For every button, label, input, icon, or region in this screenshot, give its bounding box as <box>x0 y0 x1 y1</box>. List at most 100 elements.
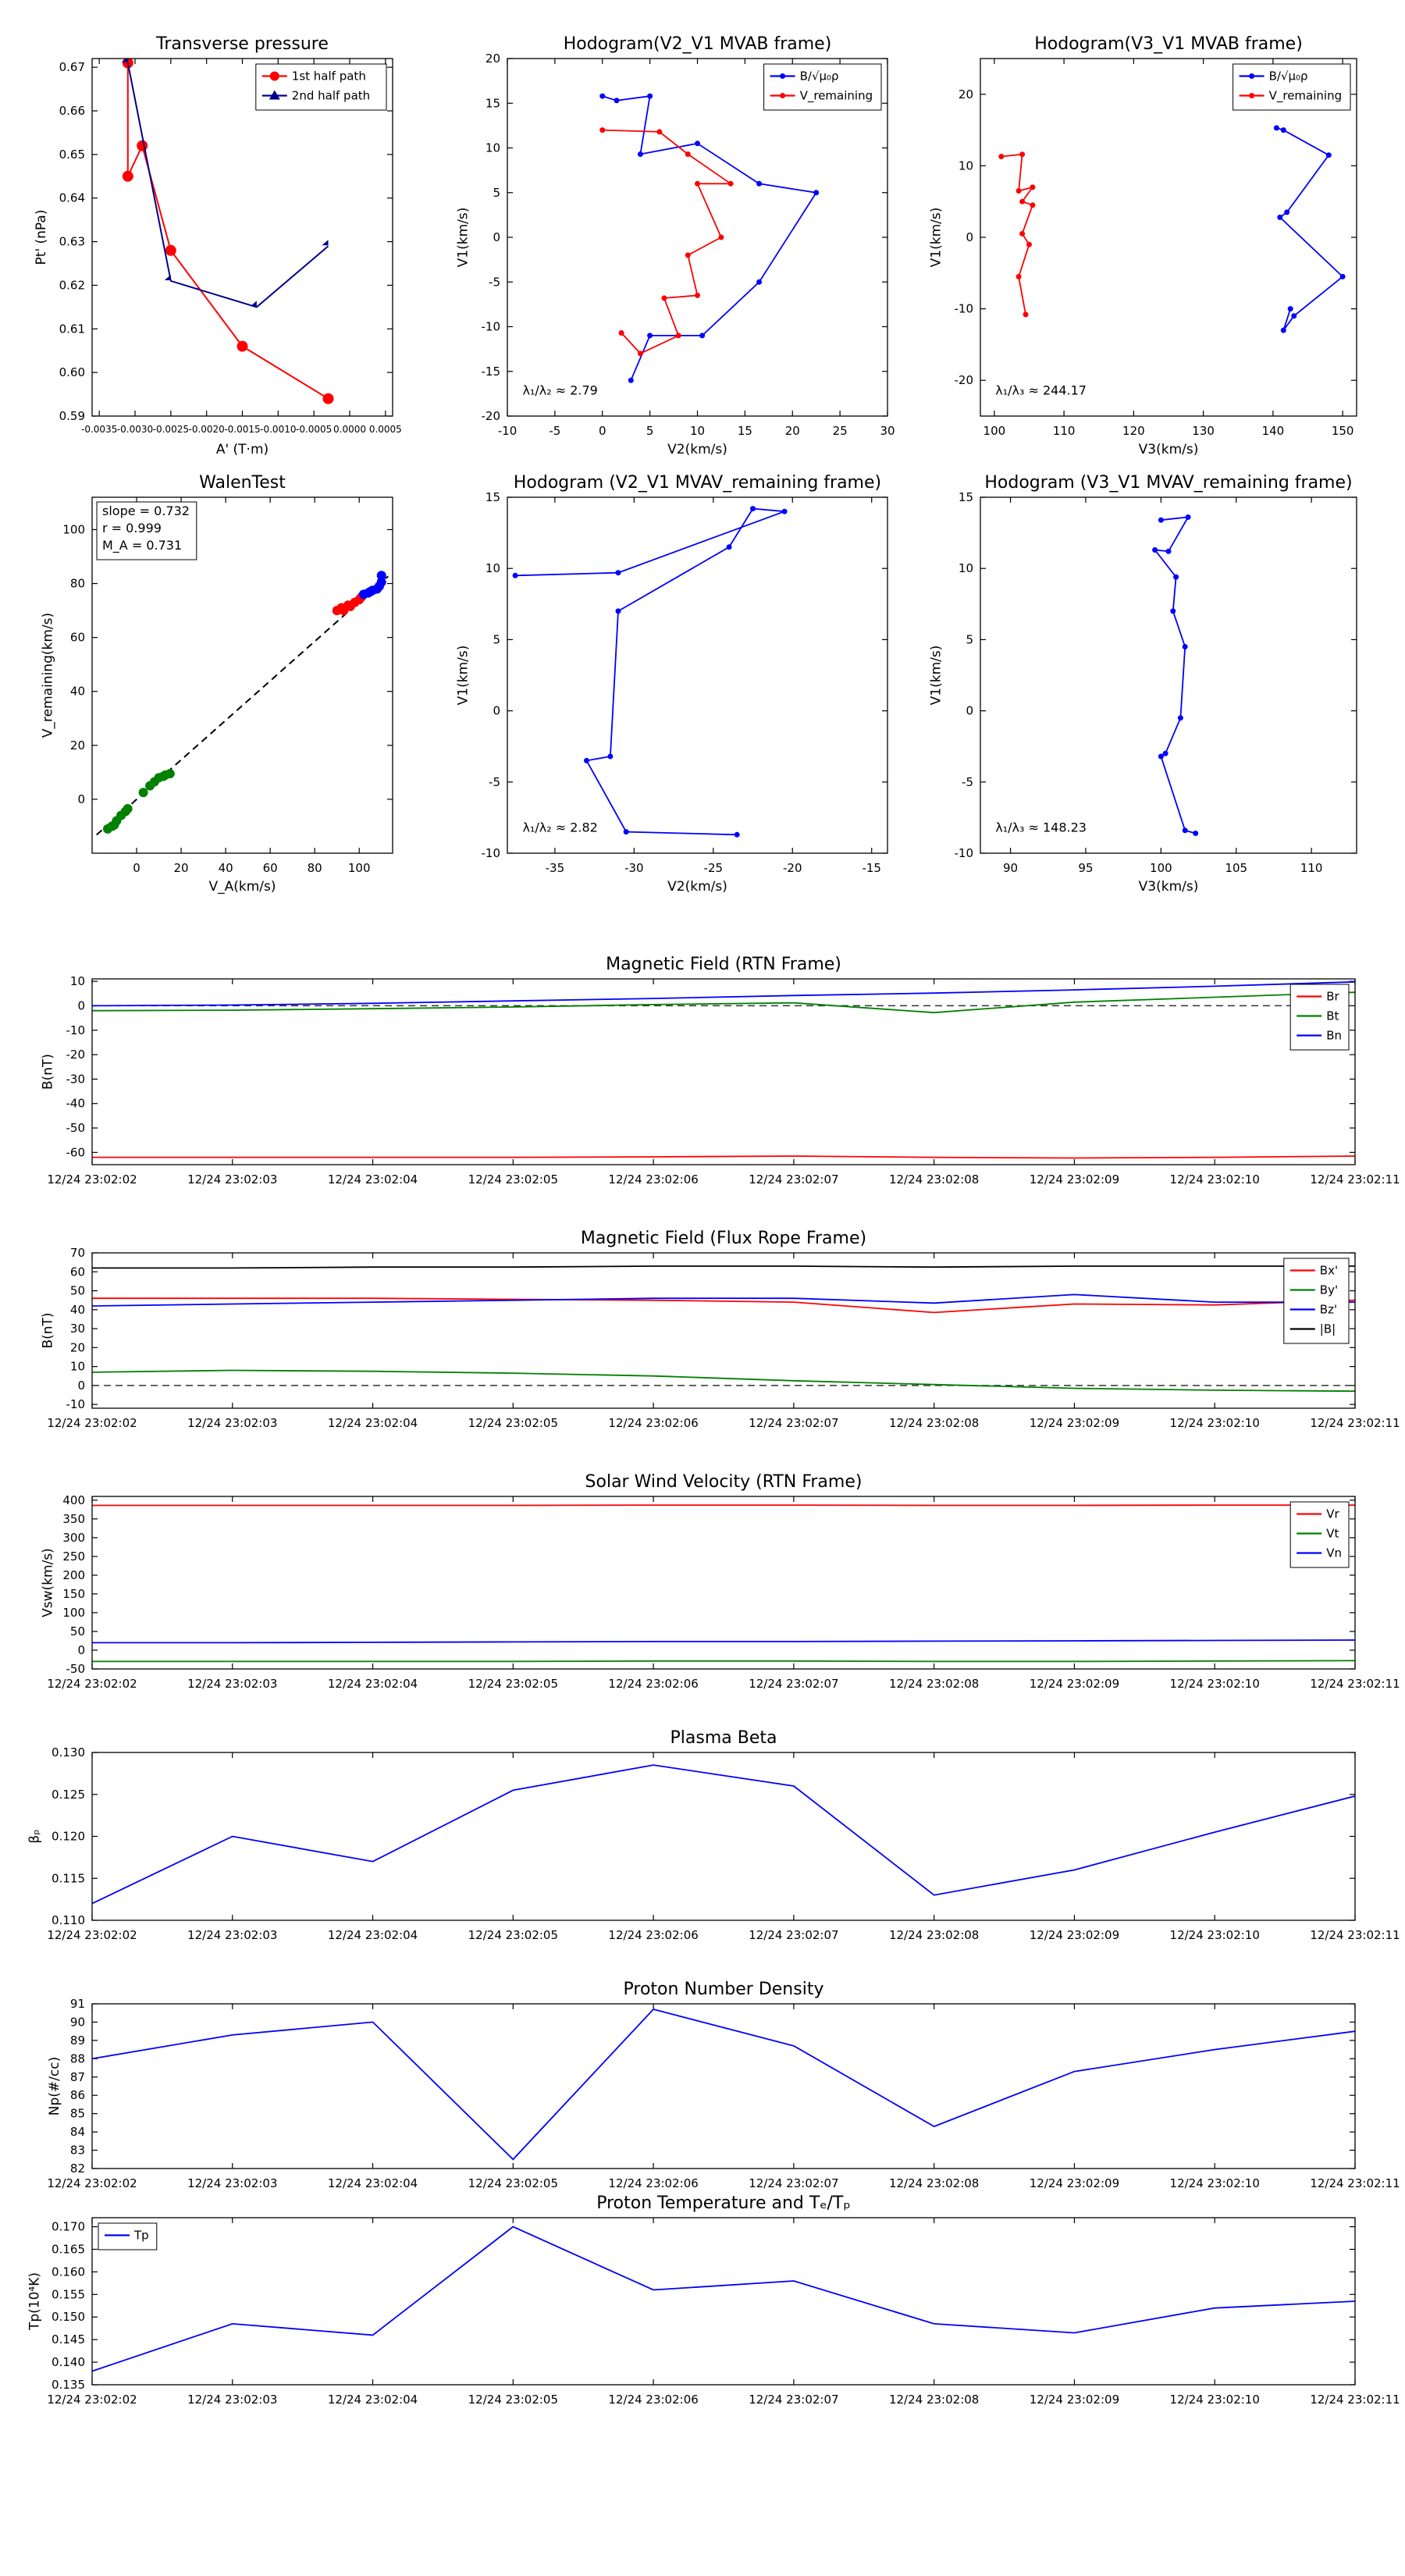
svg-text:30: 30 <box>880 424 895 438</box>
panel-transverse-pressure: -0.0035 -0.0030 -0.0025 -0.0020 -0.0015 -0.00… <box>34 34 402 457</box>
svg-text:0.145: 0.145 <box>52 2332 85 2347</box>
svg-text:V_remaining(km/s): V_remaining(km/s) <box>41 613 56 738</box>
panel-hodogram-v2v1-mvav: -35 -30 -25 -20 -15 -10 -5 0 5 10 15 λ₁/λ₂ ≈ 2.82 V2… <box>456 473 888 895</box>
svg-text:-20: -20 <box>955 373 974 387</box>
svg-text:12/24 23:02:07: 12/24 23:02:07 <box>749 2176 838 2190</box>
svg-text:12/24 23:02:02: 12/24 23:02:02 <box>47 1928 137 1942</box>
svg-text:-15: -15 <box>482 365 501 379</box>
svg-text:0.0005: 0.0005 <box>369 424 402 435</box>
svg-text:12/24 23:02:05: 12/24 23:02:05 <box>468 2393 558 2407</box>
svg-text:-50: -50 <box>66 1662 86 1676</box>
svg-text:-10: -10 <box>482 320 501 334</box>
svg-text:12/24 23:02:06: 12/24 23:02:06 <box>608 1172 698 1187</box>
svg-text:M_A = 0.731: M_A = 0.731 <box>102 538 182 553</box>
svg-text:86: 86 <box>70 2088 85 2102</box>
svg-text:60: 60 <box>263 861 278 875</box>
svg-text:-5: -5 <box>549 424 560 438</box>
svg-text:12/24 23:02:09: 12/24 23:02:09 <box>1030 1677 1119 1691</box>
panel-proton-density: 12/24 23:02:02 12/24 23:02:03 12/24 23:02:… <box>47 1980 1400 2190</box>
svg-text:2nd half path: 2nd half path <box>292 89 370 103</box>
svg-text:V3(km/s): V3(km/s) <box>1139 442 1199 457</box>
svg-text:V1(km/s): V1(km/s) <box>456 646 471 706</box>
svg-text:12/24 23:02:07: 12/24 23:02:07 <box>749 1928 838 1942</box>
svg-text:Hodogram (V2_V1 MVAV_remaining: Hodogram (V2_V1 MVAV_remaining frame) <box>514 473 881 493</box>
svg-text:-10: -10 <box>498 424 518 438</box>
svg-text:12/24 23:02:03: 12/24 23:02:03 <box>187 1172 277 1187</box>
svg-text:83: 83 <box>70 2144 85 2158</box>
svg-text:10: 10 <box>959 561 973 575</box>
svg-text:200: 200 <box>62 1568 85 1582</box>
svg-text:12/24 23:02:07: 12/24 23:02:07 <box>749 1677 838 1691</box>
svg-text:V3(km/s): V3(km/s) <box>1139 879 1199 895</box>
svg-text:85: 85 <box>70 2107 85 2121</box>
svg-text:15: 15 <box>738 424 752 438</box>
svg-text:0.125: 0.125 <box>52 1788 85 1802</box>
svg-text:0.110: 0.110 <box>52 1913 85 1927</box>
svg-text:50: 50 <box>70 1624 85 1638</box>
svg-text:0.62: 0.62 <box>59 278 85 292</box>
svg-text:91: 91 <box>70 1997 85 2011</box>
svg-text:0: 0 <box>966 704 973 718</box>
svg-text:95: 95 <box>1078 861 1093 875</box>
svg-text:12/24 23:02:07: 12/24 23:02:07 <box>749 1172 838 1187</box>
svg-text:V1(km/s): V1(km/s) <box>929 208 944 268</box>
svg-text:0.63: 0.63 <box>59 235 85 249</box>
svg-text:88: 88 <box>70 2051 85 2065</box>
svg-text:Bx': Bx' <box>1320 1264 1338 1278</box>
svg-text:-10: -10 <box>66 1397 86 1411</box>
svg-text:60: 60 <box>70 1265 85 1279</box>
svg-text:Hodogram(V2_V1 MVAB frame): Hodogram(V2_V1 MVAB frame) <box>564 34 832 54</box>
svg-text:0: 0 <box>493 704 500 718</box>
svg-text:-10: -10 <box>955 302 974 316</box>
svg-text:20: 20 <box>70 1340 85 1354</box>
svg-text:-0.0020: -0.0020 <box>189 424 225 435</box>
svg-text:12/24 23:02:10: 12/24 23:02:10 <box>1170 1928 1260 1942</box>
svg-text:50: 50 <box>70 1284 85 1298</box>
svg-text:0: 0 <box>77 792 85 806</box>
panel-hodogram-v3v1-mvav: 90 95 100 105 110 -10 -5 0 5 10 15 λ₁/λ₃ ≈ 148.23 V3… <box>929 473 1357 895</box>
svg-text:12/24 23:02:02: 12/24 23:02:02 <box>47 2393 137 2407</box>
svg-text:20: 20 <box>174 861 189 875</box>
svg-text:Magnetic Field (RTN Frame): Magnetic Field (RTN Frame) <box>606 955 841 974</box>
svg-text:12/24 23:02:02: 12/24 23:02:02 <box>47 1172 137 1187</box>
svg-text:12/24 23:02:03: 12/24 23:02:03 <box>187 1677 277 1691</box>
svg-text:12/24 23:02:03: 12/24 23:02:03 <box>187 1928 277 1942</box>
svg-text:-60: -60 <box>66 1145 86 1159</box>
panel-walen-test: 0 20 40 60 80 100 0 20 40 60 80 100 slope = 0.732 r =… <box>41 473 393 895</box>
panel-magnetic-field-rtn: 12/24 23:02:02 12/24 23:02:03 12/24 23:02:… <box>41 955 1400 1187</box>
svg-text:130: 130 <box>1192 424 1215 438</box>
svg-text:V2(km/s): V2(km/s) <box>667 442 727 457</box>
svg-text:-5: -5 <box>962 775 973 789</box>
svg-text:-0.0035: -0.0035 <box>81 424 117 435</box>
svg-text:150: 150 <box>62 1587 85 1601</box>
svg-text:20: 20 <box>486 52 500 66</box>
svg-text:-0.0025: -0.0025 <box>153 424 189 435</box>
svg-text:λ₁/λ₃ ≈ 244.17: λ₁/λ₃ ≈ 244.17 <box>995 383 1087 398</box>
svg-text:10: 10 <box>690 424 705 438</box>
svg-text:0.120: 0.120 <box>52 1830 85 1844</box>
panel-hodogram-v2v1-mvab: -10 -5 0 5 10 15 20 25 30 -20 -15 -10 -5 0 5 10 15 20 λ₁/λ… <box>456 34 895 457</box>
svg-text:0: 0 <box>133 861 140 875</box>
svg-text:A' (T·m): A' (T·m) <box>216 442 269 457</box>
svg-text:0: 0 <box>77 1643 85 1657</box>
svg-text:12/24 23:02:08: 12/24 23:02:08 <box>889 2393 979 2407</box>
svg-text:Plasma Beta: Plasma Beta <box>670 1728 777 1748</box>
svg-text:12/24 23:02:09: 12/24 23:02:09 <box>1030 1416 1119 1430</box>
svg-text:100: 100 <box>348 861 371 875</box>
svg-text:Transverse pressure: Transverse pressure <box>155 34 329 54</box>
panel-proton-temperature: 12/24 23:02:02 12/24 23:02:03 12/24 23:02:… <box>27 2194 1400 2407</box>
svg-text:12/24 23:02:06: 12/24 23:02:06 <box>608 1677 698 1691</box>
svg-text:12/24 23:02:03: 12/24 23:02:03 <box>187 2176 277 2190</box>
svg-text:10: 10 <box>486 561 500 575</box>
svg-text:-0.0030: -0.0030 <box>117 424 153 435</box>
svg-text:100: 100 <box>984 424 1006 438</box>
svg-text:110: 110 <box>1053 424 1076 438</box>
svg-text:5: 5 <box>646 424 654 438</box>
svg-text:Solar Wind Velocity (RTN Frame: Solar Wind Velocity (RTN Frame) <box>585 1472 863 1492</box>
svg-text:By': By' <box>1320 1283 1338 1297</box>
svg-text:82: 82 <box>70 2161 85 2176</box>
svg-text:12/24 23:02:11: 12/24 23:02:11 <box>1310 2393 1400 2407</box>
svg-text:-50: -50 <box>66 1121 86 1135</box>
svg-text:-0.0010: -0.0010 <box>260 424 296 435</box>
svg-text:0.65: 0.65 <box>59 148 85 162</box>
